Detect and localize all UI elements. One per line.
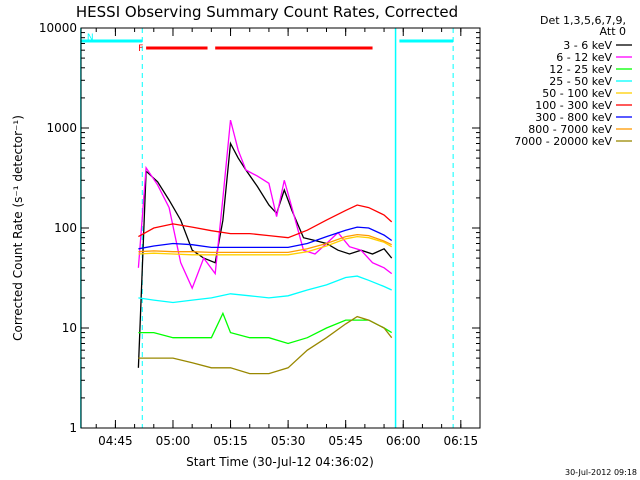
series-line-8 [138,315,393,375]
x-tick-label-3: 05:30 [271,434,306,448]
x-axis-label: Start Time (30-Jul-12 04:36:02) [186,455,374,469]
y-tick-label-4: 10000 [39,21,77,35]
y-tick-label-3: 1000 [46,121,77,135]
legend-header-1: Att 0 [600,25,626,38]
x-tick-label-5: 06:00 [386,434,421,448]
series-line-0 [137,141,393,368]
interval-label-F: F [138,44,143,54]
legend-label-2: 12 - 25 keV [549,63,612,76]
x-tick-label-0: 04:45 [98,434,133,448]
x-tick-label-4: 05:45 [328,434,363,448]
series-line-2 [138,311,393,345]
x-tick-label-1: 05:00 [156,434,191,448]
legend-header-0: Det 1,3,5,6,7,9, [540,14,626,27]
series-line-3 [138,275,392,304]
legend-label-7: 800 - 7000 keV [528,123,612,136]
x-tick-label-2: 05:15 [213,434,248,448]
legend-label-5: 100 - 300 keV [535,99,612,112]
legend-label-4: 50 - 100 keV [542,87,612,100]
x-tick-label-6: 06:15 [444,434,479,448]
series-line-7 [138,233,392,254]
series-line-4 [138,235,393,256]
y-axis-label: Corrected Count Rate (s⁻¹ detector⁻¹) [11,115,25,341]
chart-title: HESSI Observing Summary Count Rates, Cor… [76,3,458,21]
y-tick-label-1: 10 [62,321,77,335]
y-tick-label-2: 100 [54,221,77,235]
interval-label-N: N [87,33,94,43]
y-tick-label-0: 1 [69,421,77,435]
legend-label-3: 25 - 50 keV [549,75,612,88]
legend-label-0: 3 - 6 keV [563,39,612,52]
timestamp: 30-Jul-2012 09:18 [565,468,637,477]
series-line-6 [138,226,393,250]
legend-label-8: 7000 - 20000 keV [514,135,612,148]
legend-label-6: 300 - 800 keV [535,111,612,124]
series-line-1 [137,119,393,290]
series-line-5 [138,204,393,239]
legend-label-1: 6 - 12 keV [556,51,612,64]
